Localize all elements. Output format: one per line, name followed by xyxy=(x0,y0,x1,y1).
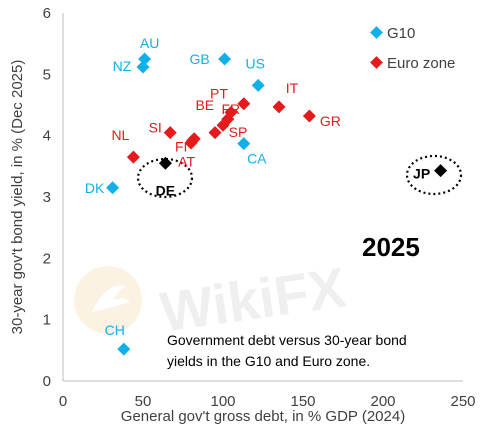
legend-eurozone-marker xyxy=(370,56,383,69)
point-label-fi: FI xyxy=(175,139,187,155)
y-tick-label: 4 xyxy=(43,128,51,145)
y-tick-label: 5 xyxy=(43,66,51,83)
scatter-point-dk xyxy=(106,181,120,195)
point-label-dk: DK xyxy=(85,180,105,196)
scatter-point-gr xyxy=(302,109,316,123)
legend: G10 Euro zone xyxy=(370,25,455,72)
jp-highlight-circle xyxy=(405,154,463,196)
scatter-point-jp xyxy=(434,164,448,178)
scatter-point-us xyxy=(251,78,265,92)
scatter-point-at xyxy=(186,134,200,148)
scatter-point-gb xyxy=(218,52,232,66)
legend-eurozone-label: Euro zone xyxy=(387,55,455,72)
scatter-point-de xyxy=(158,156,172,170)
x-tick-labels: 0 50 100 150 200 250 xyxy=(59,393,476,410)
legend-g10-marker xyxy=(370,26,383,39)
annotation-note-line-2: yields in the G10 and Euro zone. xyxy=(167,353,370,369)
point-label-si: SI xyxy=(149,120,162,136)
x-tick-label: 50 xyxy=(135,393,152,410)
point-label-ch: CH xyxy=(105,322,125,338)
x-tick-label: 250 xyxy=(450,393,475,410)
y-axis-title: 30-year gov't bond yield, in % (Dec 2025… xyxy=(9,60,26,335)
point-label-au: AU xyxy=(140,35,159,51)
x-tick-label: 200 xyxy=(370,393,395,410)
y-tick-label: 0 xyxy=(43,373,51,390)
year-label: 2025 xyxy=(362,232,420,262)
point-label-de: DE xyxy=(156,182,175,198)
point-label-gb: GB xyxy=(189,51,209,67)
scatter-point-nl xyxy=(126,150,140,164)
point-label-at: AT xyxy=(178,154,195,170)
scatter-point-it xyxy=(272,100,286,114)
legend-g10-label: G10 xyxy=(387,25,415,42)
x-tick-label: 0 xyxy=(59,393,67,410)
y-tick-label: 3 xyxy=(43,189,51,206)
scatter-point-ca xyxy=(237,137,251,151)
annotation-note-line-1: Government debt versus 30-year bond xyxy=(167,332,407,348)
x-tick-label: 100 xyxy=(210,393,235,410)
x-axis-title: General gov't gross debt, in % GDP (2024… xyxy=(121,408,405,425)
point-label-sp: SP xyxy=(229,124,248,140)
point-label-nz: NZ xyxy=(113,58,132,74)
watermark-logo xyxy=(74,266,142,334)
scatter-point-si xyxy=(163,126,177,140)
point-label-jp: JP xyxy=(413,166,430,182)
y-tick-label: 1 xyxy=(43,312,51,329)
point-label-fr: FR xyxy=(221,101,240,117)
scatter-point-ch xyxy=(117,342,131,356)
point-label-gr: GR xyxy=(320,113,341,129)
watermark-logo-mark xyxy=(92,285,130,312)
y-tick-label: 6 xyxy=(43,5,51,22)
x-tick-label: 150 xyxy=(290,393,315,410)
point-label-ca: CA xyxy=(247,151,267,167)
point-label-be: BE xyxy=(195,97,214,113)
point-label-nl: NL xyxy=(111,127,129,143)
point-label-it: IT xyxy=(286,80,299,96)
data-points xyxy=(106,52,448,356)
scatter-point xyxy=(208,126,222,140)
de-highlight-circle xyxy=(136,157,194,199)
point-label-pt: PT xyxy=(210,85,228,101)
watermark-text: WikiFX xyxy=(156,255,349,343)
point-label-us: US xyxy=(245,55,264,71)
y-tick-label: 2 xyxy=(43,250,51,267)
y-tick-labels: 0 1 2 3 4 5 6 xyxy=(43,5,51,390)
